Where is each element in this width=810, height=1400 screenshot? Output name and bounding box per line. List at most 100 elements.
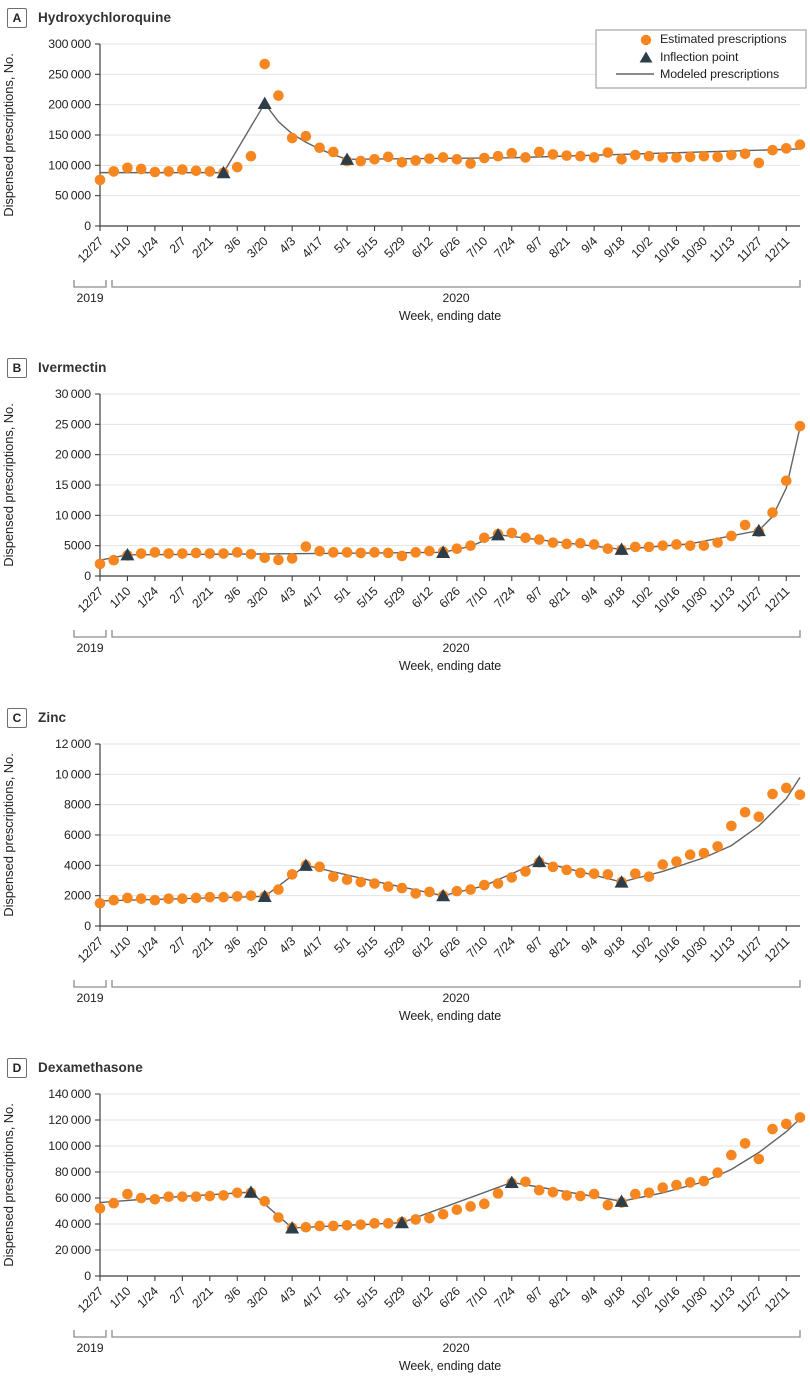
modeled-prescriptions-line [99, 1118, 801, 1229]
svg-text:9/4: 9/4 [578, 234, 600, 256]
axes: 0 5000 10 000 15 000 20 000 25 000 30 000 12/27… [55, 387, 800, 616]
svg-text:20 000: 20 000 [55, 448, 91, 462]
svg-text:8/21: 8/21 [546, 934, 573, 961]
svg-text:4/17: 4/17 [299, 1284, 326, 1311]
svg-text:11/13: 11/13 [707, 584, 738, 615]
svg-text:11/27: 11/27 [734, 234, 765, 265]
svg-text:10/16: 10/16 [651, 584, 682, 615]
svg-text:9/4: 9/4 [578, 1284, 600, 1306]
svg-text:1/10: 1/10 [107, 934, 134, 961]
inflection-point-triangles [243, 1175, 629, 1234]
svg-text:2019: 2019 [77, 641, 104, 655]
svg-text:11/13: 11/13 [707, 234, 738, 265]
chart-ivermectin: 0 5000 10 000 15 000 20 000 25 000 30 000 12/27… [0, 378, 810, 680]
svg-text:6/12: 6/12 [409, 934, 436, 961]
svg-text:100 000: 100 000 [48, 158, 91, 172]
legend-circle-marker [640, 34, 652, 46]
panel-dexamethasone: D Dexamethasone 0 20 000 40 000 60 000 80 00… [0, 1050, 810, 1400]
svg-text:50 000: 50 000 [55, 189, 91, 203]
svg-text:10/30: 10/30 [679, 1284, 710, 1315]
chart-svg-B: 0 5000 10 000 15 000 20 000 25 000 30 000 12/27… [1, 387, 806, 673]
panel-a-title: Hydroxychloroquine [38, 10, 172, 25]
svg-text:0: 0 [84, 219, 91, 233]
svg-text:2000: 2000 [64, 889, 91, 903]
panel-b-title: Ivermectin [38, 360, 107, 375]
svg-text:140 000: 140 000 [48, 1087, 91, 1101]
svg-text:8/7: 8/7 [524, 234, 546, 256]
panel-ivermectin: B Ivermectin 0 5000 10 000 15 000 20 000 25 0… [0, 350, 810, 700]
svg-text:10 000: 10 000 [55, 508, 91, 522]
gridlines [100, 743, 800, 897]
svg-text:11/13: 11/13 [707, 934, 738, 965]
chart-hydroxychloroquine: 0 50 000 100 000 150 000 200 000 250 000 300 0… [0, 28, 810, 330]
svg-text:10 000: 10 000 [55, 767, 91, 781]
svg-text:3/20: 3/20 [244, 234, 271, 261]
svg-text:7/24: 7/24 [491, 1284, 518, 1311]
estimated-prescription-dots [94, 782, 806, 909]
svg-text:40 000: 40 000 [55, 1217, 91, 1231]
svg-text:9/18: 9/18 [601, 1284, 628, 1311]
svg-text:10/30: 10/30 [679, 584, 710, 615]
svg-text:11/13: 11/13 [707, 1284, 738, 1315]
svg-text:8/21: 8/21 [546, 234, 573, 261]
modeled-prescriptions-line [100, 102, 801, 174]
svg-text:9/18: 9/18 [601, 584, 628, 611]
svg-text:200 000: 200 000 [48, 98, 91, 112]
svg-text:8/21: 8/21 [546, 584, 573, 611]
svg-text:60 000: 60 000 [55, 1191, 91, 1205]
svg-text:2/21: 2/21 [189, 234, 216, 261]
svg-text:5/15: 5/15 [354, 934, 381, 961]
year-brackets: 2019 2020 [73, 980, 801, 1005]
year-brackets: 2019 2020 [73, 280, 801, 305]
svg-text:11/27: 11/27 [734, 934, 765, 965]
y-axis-title: Dispensed prescriptions, No. [1, 1103, 16, 1266]
svg-text:7/10: 7/10 [464, 1284, 491, 1311]
svg-text:2020: 2020 [443, 291, 470, 305]
panel-zinc: C Zinc 0 2000 4000 6000 8000 10 000 12 000 12/2… [0, 700, 810, 1050]
estimated-prescription-dots [94, 58, 806, 186]
svg-text:6/26: 6/26 [436, 234, 463, 261]
svg-text:5/15: 5/15 [354, 234, 381, 261]
svg-text:2019: 2019 [77, 1341, 104, 1355]
panel-d-letter-box: D [7, 1057, 27, 1078]
svg-text:1/24: 1/24 [134, 934, 161, 961]
svg-text:5/1: 5/1 [331, 584, 353, 606]
y-axis-title: Dispensed prescriptions, No. [1, 403, 16, 566]
year-brackets: 2019 2020 [73, 630, 801, 655]
svg-text:12/11: 12/11 [762, 934, 793, 965]
svg-text:4/17: 4/17 [299, 584, 326, 611]
x-axis-title: Week, ending date [399, 309, 501, 323]
svg-text:9/18: 9/18 [601, 934, 628, 961]
svg-text:100 000: 100 000 [48, 1139, 91, 1153]
svg-text:2/21: 2/21 [189, 584, 216, 611]
panel-c-title: Zinc [38, 710, 67, 725]
panel-b-letter-box: B [7, 357, 27, 378]
svg-text:8/7: 8/7 [524, 584, 546, 606]
svg-text:2/21: 2/21 [189, 934, 216, 961]
axes: 0 20 000 40 000 60 000 80 000 100 000 120 000 1… [48, 1087, 800, 1316]
svg-text:1/10: 1/10 [107, 1284, 134, 1311]
panel-c-letter-box: C [7, 707, 27, 728]
svg-text:80 000: 80 000 [55, 1165, 91, 1179]
inflection-point-triangles [120, 523, 766, 561]
svg-text:0: 0 [84, 919, 91, 933]
svg-text:5/29: 5/29 [382, 1284, 409, 1311]
svg-text:6/26: 6/26 [436, 584, 463, 611]
svg-text:10/16: 10/16 [651, 234, 682, 265]
svg-text:Modeled prescriptions: Modeled prescriptions [660, 67, 779, 81]
estimated-prescription-dots [94, 1112, 806, 1234]
svg-text:3/20: 3/20 [244, 1284, 271, 1311]
svg-text:6000: 6000 [64, 828, 91, 842]
svg-text:1/10: 1/10 [107, 234, 134, 261]
gridlines [100, 1093, 800, 1251]
panel-d-title: Dexamethasone [38, 1060, 143, 1075]
panel-b-header: B Ivermectin [0, 350, 810, 378]
svg-text:9/18: 9/18 [601, 234, 628, 261]
svg-text:12/11: 12/11 [762, 234, 793, 265]
svg-text:2019: 2019 [77, 291, 104, 305]
svg-text:7/24: 7/24 [491, 934, 518, 961]
svg-text:7/24: 7/24 [491, 584, 518, 611]
svg-text:15 000: 15 000 [55, 478, 91, 492]
svg-text:5/29: 5/29 [382, 234, 409, 261]
